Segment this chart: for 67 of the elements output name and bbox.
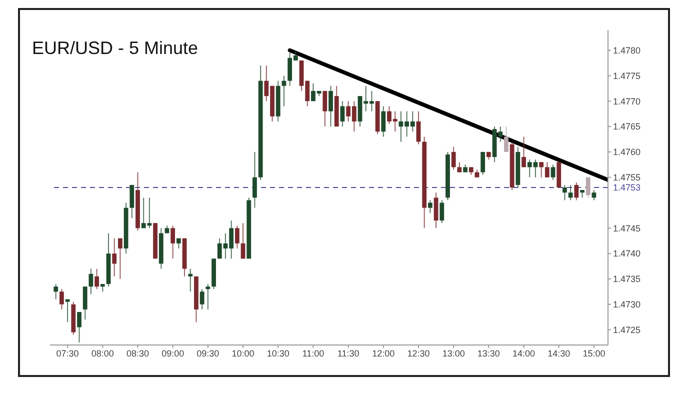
candlestick (440, 200, 444, 224)
x-tick-label: 12:30 (407, 348, 430, 358)
x-tick-label: 09:00 (162, 348, 184, 358)
candlestick (428, 200, 432, 214)
candlestick (328, 85, 333, 128)
candlestick (574, 182, 579, 201)
y-tick-label: 1.4760 (613, 147, 641, 158)
candlestick (94, 268, 99, 290)
y-tick-label: 1.4780 (613, 46, 641, 56)
x-tick-label: 10:30 (266, 348, 290, 358)
x-tick-label: 14:00 (512, 348, 536, 358)
candlestick (592, 190, 596, 201)
candlestick (381, 106, 386, 138)
x-tick-label: 14:30 (548, 348, 570, 358)
candlestick (457, 162, 462, 173)
y-tick-label: 1.4745 (613, 223, 641, 234)
candlestick (522, 136, 526, 168)
y-tick-label: 1.4725 (613, 324, 641, 335)
candlestick (112, 238, 117, 277)
candlestick (88, 268, 94, 295)
candlestick (200, 288, 204, 310)
ref-line-label: 1.4753 (613, 182, 641, 193)
candlestick (170, 225, 176, 260)
x-tick-label: 09:30 (196, 348, 220, 358)
candlestick (60, 288, 64, 310)
y-tick-label: 1.4770 (613, 96, 641, 106)
candlestick (282, 75, 286, 107)
x-tick-label: 10:00 (232, 348, 254, 358)
candlestick (118, 238, 122, 280)
chart-title: EUR/USD - 5 Minute (32, 38, 198, 59)
candlestick (451, 146, 456, 170)
candlestick (188, 268, 193, 292)
candlestick (568, 184, 573, 201)
candlestick (539, 162, 544, 178)
candlestick (340, 100, 345, 128)
candlestick (234, 225, 240, 249)
x-tick-label: 11:30 (337, 348, 360, 358)
y-tick-label: 1.4755 (613, 172, 641, 183)
y-tick-label: 1.4735 (613, 274, 641, 284)
candlestick (252, 151, 257, 208)
y-tick-label: 1.4765 (613, 122, 641, 132)
candlestick (130, 184, 134, 218)
candlestick (322, 90, 328, 128)
x-tick-label: 13:00 (442, 348, 465, 358)
candlestick (480, 151, 486, 176)
candlestick (544, 162, 550, 178)
candlestick (82, 286, 88, 320)
x-tick-label: 13:30 (477, 348, 500, 358)
candlestick (586, 176, 590, 198)
candlestick (550, 164, 556, 180)
x-tick-label: 11:00 (302, 348, 324, 358)
x-tick-label: 15:00 (582, 348, 606, 358)
x-tick-label: 12:00 (372, 348, 395, 358)
y-tick-label: 1.4730 (613, 300, 641, 310)
y-tick-label: 1.4775 (613, 70, 641, 81)
candlestick (416, 110, 421, 145)
x-tick-label: 08:00 (91, 348, 114, 358)
candlestick (77, 311, 82, 343)
candlestick (240, 222, 246, 260)
candlestick (206, 284, 210, 310)
x-tick-label: 07:30 (56, 348, 79, 358)
candlestick (504, 126, 508, 152)
x-tick-label: 08:30 (126, 348, 149, 358)
candlestick (562, 184, 567, 201)
y-tick-label: 1.4740 (613, 248, 641, 259)
candlestick (434, 192, 438, 229)
candlestick (54, 284, 58, 300)
